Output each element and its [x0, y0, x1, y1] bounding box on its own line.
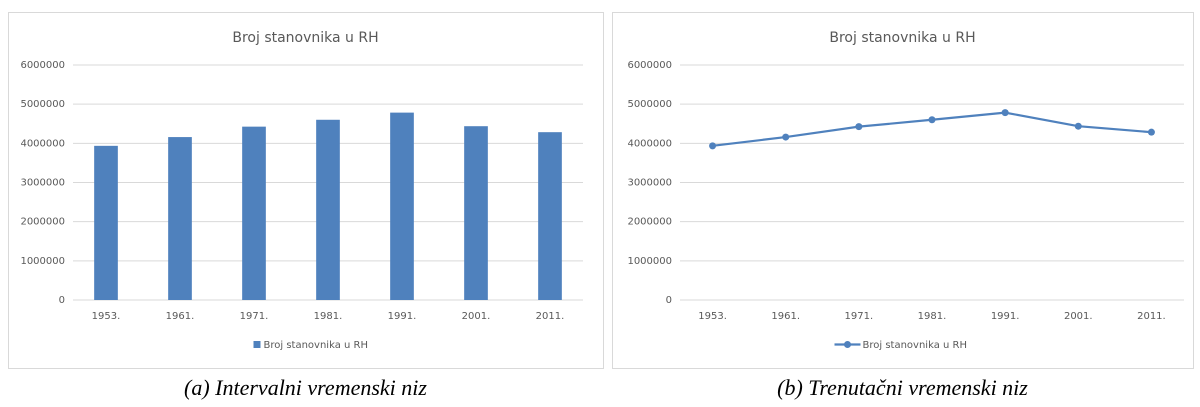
x-tick-label: 1971. [845, 311, 874, 322]
legend-label: Broj stanovnika u RH [863, 340, 967, 351]
chart-title: Broj stanovnika u RH [829, 30, 975, 46]
x-tick-label: 2001. [1064, 311, 1093, 322]
bar [94, 145, 118, 300]
x-tick-label: 1961. [166, 311, 195, 322]
x-tick-label: 2011. [536, 311, 565, 322]
x-tick-label: 1961. [771, 311, 800, 322]
legend-label: Broj stanovnika u RH [264, 340, 368, 351]
y-tick-label: 1000000 [627, 256, 672, 267]
x-tick-label: 1981. [314, 311, 343, 322]
bar [538, 132, 562, 300]
x-tick-label: 2011. [1137, 311, 1166, 322]
point [855, 123, 863, 131]
point [928, 116, 936, 124]
y-tick-label: 5000000 [627, 99, 672, 110]
y-tick-label: 4000000 [627, 138, 672, 149]
x-tick-label: 2001. [462, 311, 491, 322]
x-tick-label: 1971. [240, 311, 269, 322]
x-tick-label: 1953. [698, 311, 727, 322]
y-tick-label: 3000000 [20, 178, 65, 189]
chart: Broj stanovnika u RH (b) Trenutačni vreme… [612, 12, 1194, 400]
y-tick-label: 0 [59, 295, 65, 306]
y-tick-label: 3000000 [627, 178, 672, 189]
x-tick-label: 1981. [918, 311, 947, 322]
bar [168, 137, 192, 300]
y-tick-label: 6000000 [20, 60, 65, 71]
chart-title: Broj stanovnika u RH [232, 30, 378, 46]
legend-swatch [844, 341, 851, 348]
y-tick-label: 2000000 [627, 217, 672, 228]
point [1074, 122, 1082, 130]
x-tick-label: 1991. [388, 311, 417, 322]
legend-swatch [253, 341, 261, 348]
bar [316, 119, 340, 301]
y-tick-label: 0 [666, 295, 672, 306]
chart: Broj stanovnika u RH (a) Intervalni vreme… [8, 12, 604, 400]
point [709, 142, 717, 150]
point [1001, 109, 1009, 117]
y-tick-label: 1000000 [20, 256, 65, 267]
y-tick-label: 4000000 [20, 138, 65, 149]
bar [242, 126, 266, 300]
bar [390, 112, 414, 300]
y-tick-label: 6000000 [627, 60, 672, 71]
bar [464, 126, 488, 300]
caption: (a) Intervalni vremenski niz [184, 375, 427, 400]
caption: (b) Trenutačni vremenski niz [777, 375, 1028, 400]
chart-frame [612, 12, 1194, 369]
y-tick-label: 5000000 [20, 99, 65, 110]
y-tick-label: 2000000 [20, 217, 65, 228]
x-tick-label: 1991. [991, 311, 1020, 322]
point [1147, 128, 1155, 136]
point [782, 133, 790, 141]
x-tick-label: 1953. [92, 311, 121, 322]
